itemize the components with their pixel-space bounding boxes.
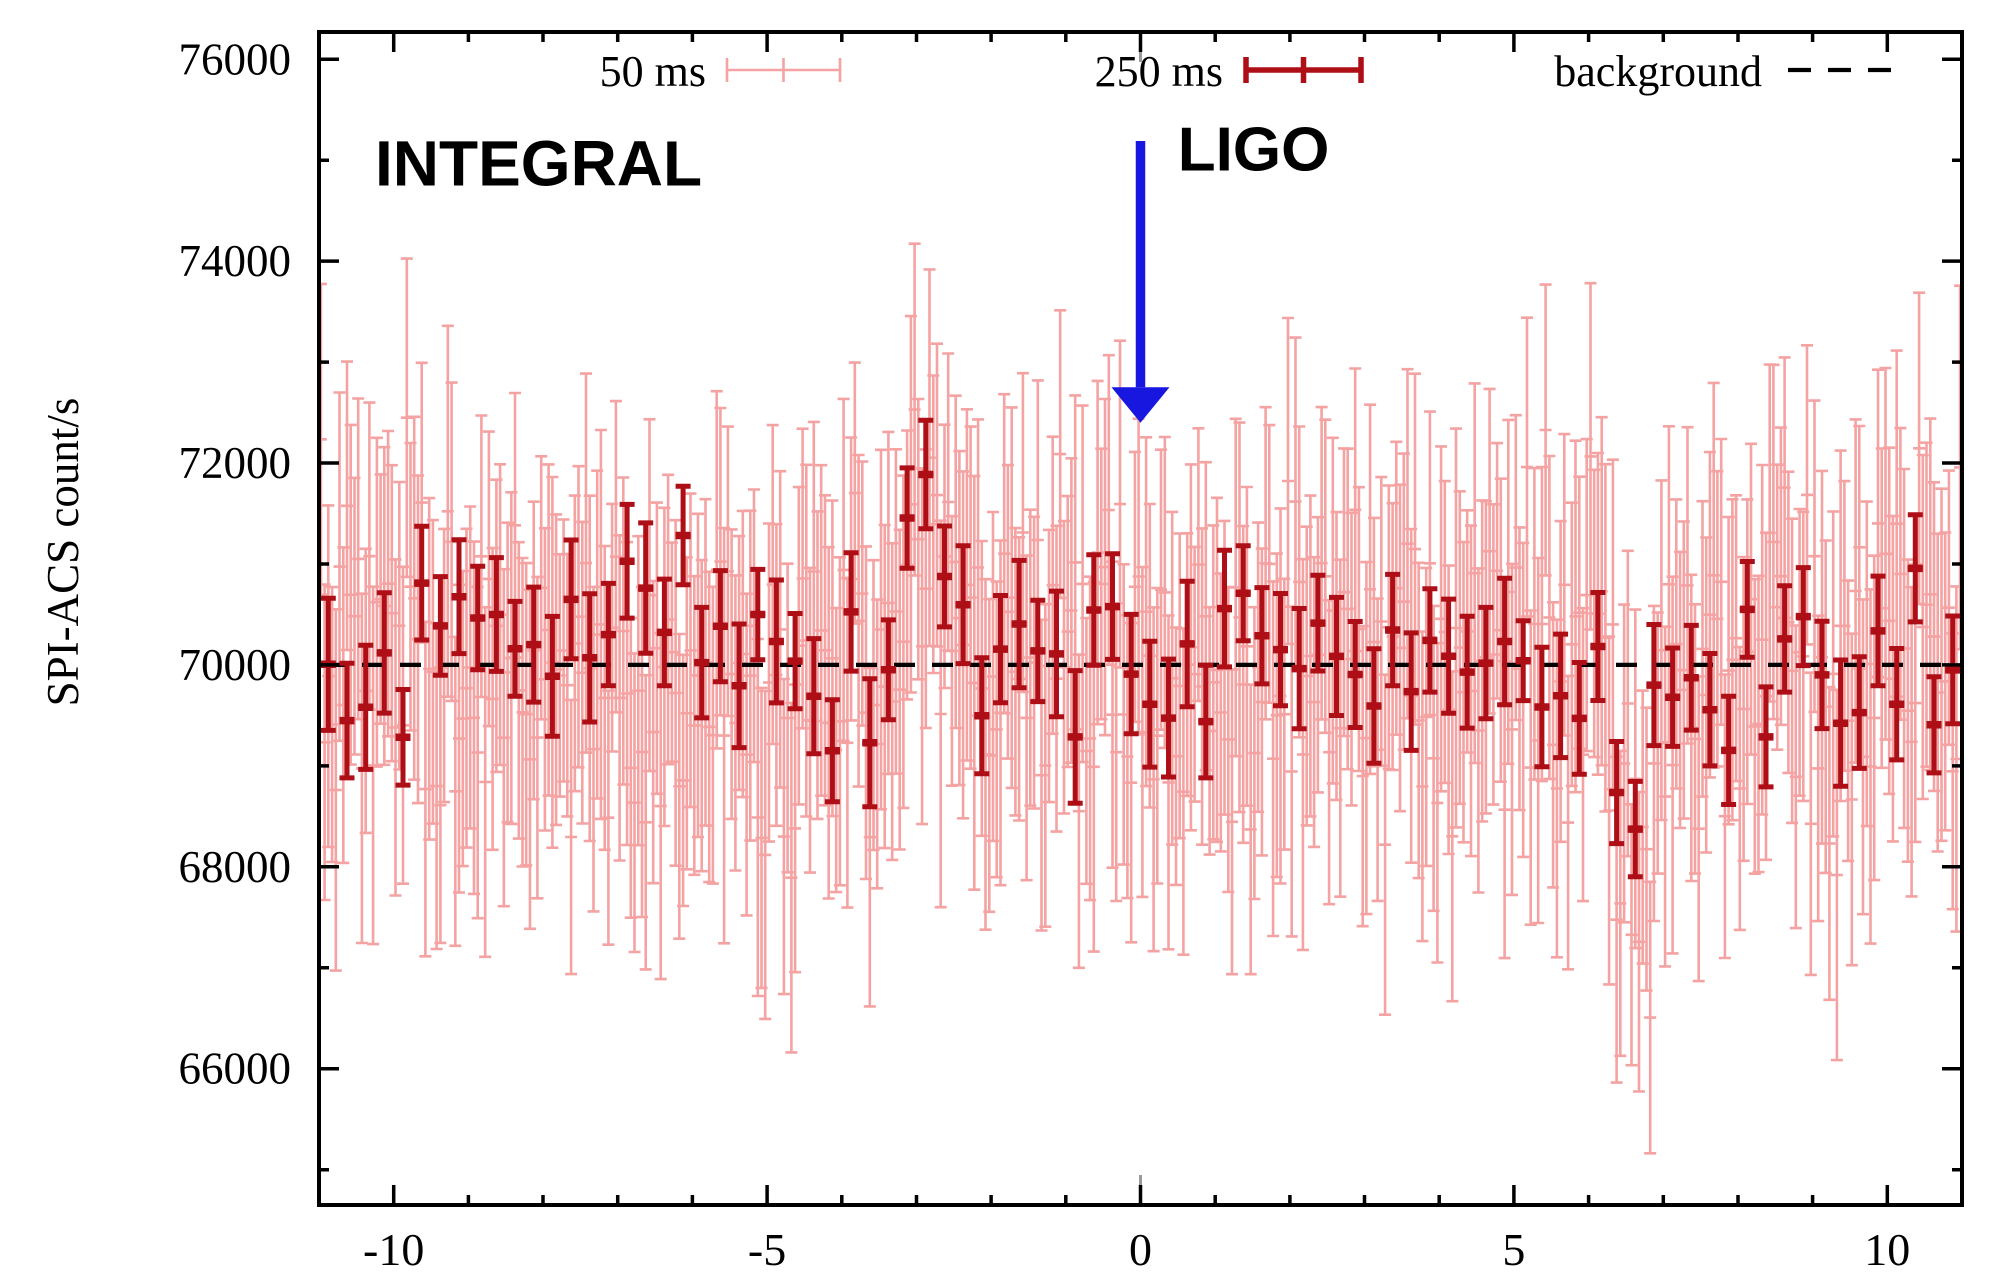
x-tick-label: 10 [1864, 1224, 1910, 1275]
y-tick-label: 68000 [179, 842, 292, 892]
x-tick-label: -5 [748, 1224, 786, 1275]
legend-sample-50ms [725, 58, 842, 82]
ligo-arrow-head [1111, 387, 1170, 423]
ligo-label: LIGO [1178, 115, 1330, 184]
legend-label-background: background [1554, 47, 1762, 96]
y-tick-label: 74000 [179, 236, 292, 286]
legend-label-50ms: 50 ms [600, 47, 706, 96]
x-tick-label: 5 [1502, 1224, 1525, 1275]
legend-sample-250ms [1243, 57, 1364, 83]
y-tick-label: 76000 [179, 34, 292, 84]
axis-ticks [319, 32, 1962, 1205]
y-tick-label: 66000 [179, 1044, 292, 1094]
x-tick-label: 0 [1129, 1224, 1152, 1275]
integral-label: INTEGRAL [375, 127, 702, 199]
ligo-arrow [1111, 141, 1170, 423]
legend-label-250ms: 250 ms [1095, 47, 1223, 96]
y-tick-label: 72000 [179, 438, 292, 488]
y-tick-label: 70000 [179, 640, 292, 690]
x-tick-label: -10 [363, 1224, 424, 1275]
y-axis-title: SPI-ACS count/s [38, 398, 88, 707]
